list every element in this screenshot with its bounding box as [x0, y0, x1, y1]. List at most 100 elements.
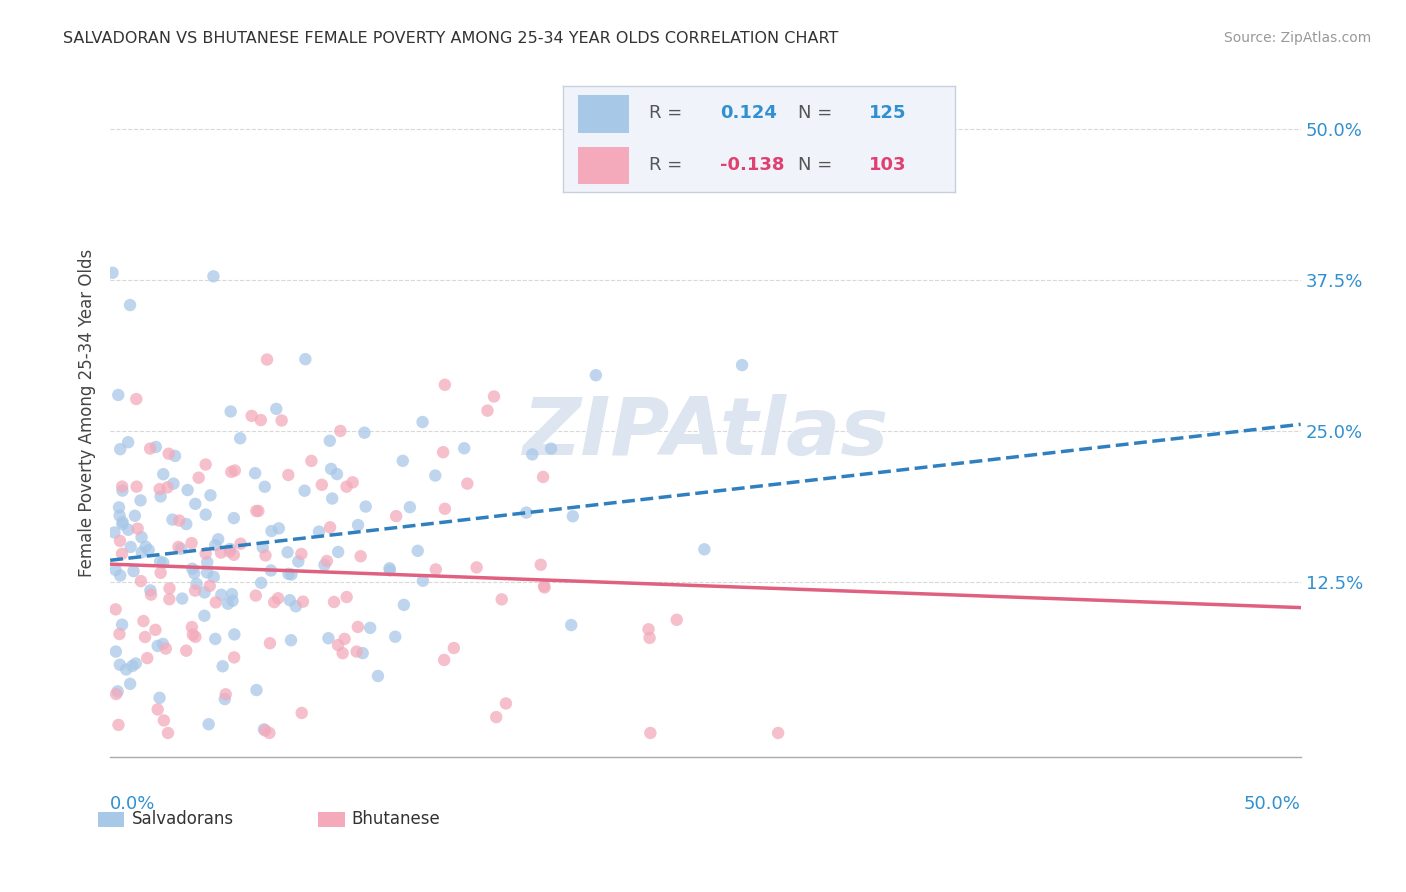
Point [392, 598, 415, 612]
Point [222, 548, 245, 562]
Text: Source: ZipAtlas.com: Source: ZipAtlas.com [1223, 31, 1371, 45]
Point [207, 533, 229, 547]
Point [167, 540, 190, 554]
Point [170, 541, 193, 556]
Point [378, 563, 401, 577]
Point [693, 542, 716, 557]
Point [107, 684, 129, 698]
Point [731, 358, 754, 372]
Point [204, 538, 226, 552]
Point [184, 583, 207, 598]
Point [299, 454, 322, 468]
Point [224, 463, 246, 477]
Point [122, 564, 145, 578]
Point [412, 574, 434, 588]
Point [202, 570, 225, 584]
Point [267, 521, 290, 535]
Point [165, 449, 187, 463]
Point [335, 480, 357, 494]
Point [217, 597, 239, 611]
Point [259, 726, 281, 740]
Point [108, 508, 131, 523]
Point [522, 447, 544, 461]
Point [146, 702, 169, 716]
Point [291, 706, 314, 720]
Point [222, 511, 245, 525]
Point [176, 483, 198, 497]
Point [287, 554, 309, 568]
Point [125, 657, 148, 671]
Point [221, 465, 243, 479]
Point [149, 490, 172, 504]
Point [259, 636, 281, 650]
Point [111, 547, 134, 561]
Point [530, 558, 553, 572]
Point [425, 468, 447, 483]
Point [482, 389, 505, 403]
Point [204, 632, 226, 646]
Point [197, 717, 219, 731]
Point [270, 413, 292, 427]
Point [121, 659, 143, 673]
Point [277, 467, 299, 482]
Point [193, 608, 215, 623]
Point [465, 560, 488, 574]
Point [115, 663, 138, 677]
Point [184, 630, 207, 644]
Point [245, 504, 267, 518]
Point [347, 620, 370, 634]
Point [665, 613, 688, 627]
Point [319, 434, 342, 448]
Point [131, 545, 153, 559]
Point [129, 493, 152, 508]
Point [359, 621, 381, 635]
Point [229, 431, 252, 445]
Point [250, 575, 273, 590]
Point [111, 617, 134, 632]
Point [252, 541, 274, 555]
Point [533, 579, 555, 593]
Point [221, 593, 243, 607]
Point [167, 514, 190, 528]
Point [256, 352, 278, 367]
Point [149, 555, 172, 569]
Point [194, 547, 217, 561]
Point [284, 599, 307, 614]
Point [332, 646, 354, 660]
Point [138, 543, 160, 558]
Point [219, 541, 242, 556]
Point [240, 409, 263, 423]
Point [326, 467, 349, 482]
Point [433, 501, 456, 516]
Point [326, 545, 349, 559]
Point [120, 540, 142, 554]
Point [200, 488, 222, 502]
Point [131, 530, 153, 544]
Point [531, 470, 554, 484]
Text: Salvadorans: Salvadorans [132, 810, 233, 828]
Point [766, 726, 789, 740]
Point [253, 723, 276, 737]
Point [156, 726, 179, 740]
Point [211, 659, 233, 673]
Point [453, 442, 475, 456]
Point [477, 403, 499, 417]
Point [585, 368, 607, 383]
Point [174, 643, 197, 657]
Point [202, 269, 225, 284]
Point [311, 477, 333, 491]
Point [117, 435, 139, 450]
Point [162, 513, 184, 527]
Point [152, 637, 174, 651]
Point [329, 424, 352, 438]
Point [412, 415, 434, 429]
Point [433, 653, 456, 667]
Point [214, 692, 236, 706]
FancyBboxPatch shape [319, 813, 344, 828]
Point [149, 482, 172, 496]
Point [180, 536, 202, 550]
Point [218, 544, 240, 558]
Point [209, 546, 232, 560]
Point [354, 500, 377, 514]
Point [319, 520, 342, 534]
